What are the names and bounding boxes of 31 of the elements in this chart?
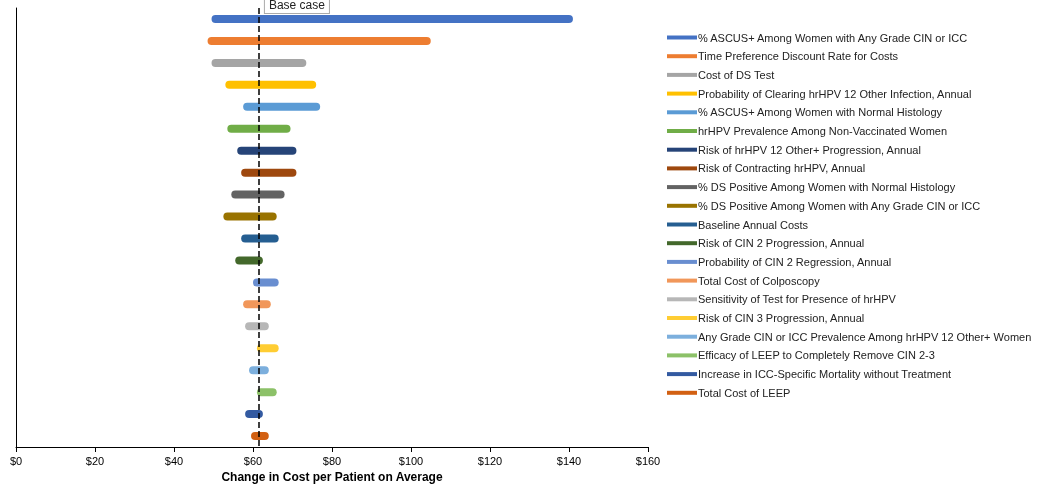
- x-tick-label: $140: [556, 454, 582, 467]
- x-tick-label: $40: [164, 454, 184, 467]
- legend-label: % ASCUS+ Among Women with Any Grade CIN or ICC: [698, 31, 968, 44]
- ref-line-label: Base case: [268, 0, 326, 12]
- x-axis-title: Change in Cost per Patient on Average: [221, 470, 443, 484]
- legend-label: hrHPV Prevalence Among Non-Vaccinated Women: [698, 125, 948, 137]
- x-tick-label: $0: [9, 454, 23, 467]
- legend-label: Probability of Clearing hrHPV 12 Other Infection, Annual: [698, 87, 972, 100]
- legend-label: Risk of CIN 3 Progression, Annual: [698, 312, 865, 324]
- legend-label: % DS Positive Among Women with Normal Histology: [698, 181, 956, 194]
- x-tick-label: $60: [243, 454, 263, 467]
- legend-label: Total Cost of LEEP: [698, 386, 791, 399]
- legend-label: % ASCUS+ Among Women with Normal Histology: [698, 106, 943, 119]
- x-tick-label: $80: [322, 454, 342, 467]
- x-tick-label: $100: [398, 454, 424, 467]
- legend-label: Total Cost of Colposcopy: [698, 274, 821, 287]
- legend-label: Any Grade CIN or ICC Prevalence Among hrHPV 12 Other+ Women: [698, 330, 1032, 343]
- legend-label: % DS Positive Among Women with Any Grade CIN or ICC: [698, 199, 981, 212]
- x-tick-label: $160: [635, 454, 661, 467]
- legend-label: Increase in ICC-Specific Mortality without Treatment: [698, 368, 952, 381]
- legend-label: Risk of Contracting hrHPV, Annual: [698, 162, 866, 175]
- legend-label: Baseline Annual Costs: [698, 218, 809, 231]
- x-tick-label: $120: [477, 454, 503, 467]
- legend-label: Risk of CIN 2 Progression, Annual: [698, 237, 865, 250]
- legend-label: Cost of DS Test: [698, 68, 775, 81]
- legend-label: Efficacy of LEEP to Completely Remove CIN 2-3: [698, 349, 935, 362]
- legend-label: Risk of hrHPV 12 Other+ Progression, Annual: [698, 143, 921, 156]
- legend-label: Probability of CIN 2 Regression, Annual: [698, 255, 892, 268]
- x-tick-label: $20: [85, 454, 105, 467]
- legend-label: Time Preference Discount Rate for Costs: [698, 50, 899, 63]
- legend-label: Sensitivity of Test for Presence of hrHPV: [698, 293, 897, 306]
